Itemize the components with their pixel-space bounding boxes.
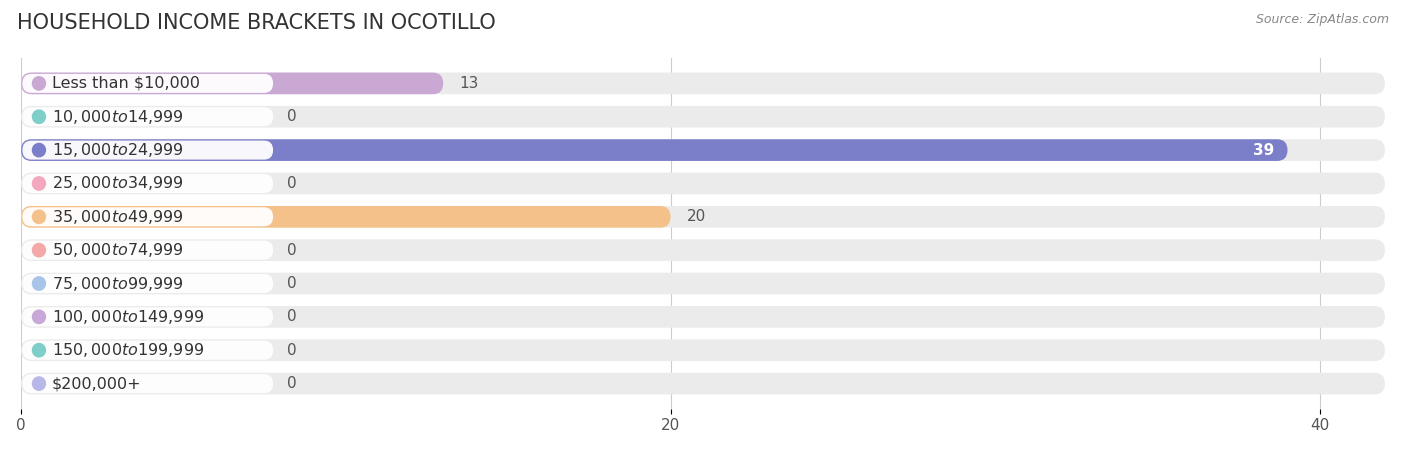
Circle shape xyxy=(32,243,45,257)
Text: $150,000 to $199,999: $150,000 to $199,999 xyxy=(52,341,204,359)
Circle shape xyxy=(32,343,45,357)
Circle shape xyxy=(32,310,45,324)
Text: 13: 13 xyxy=(460,76,479,91)
Text: $15,000 to $24,999: $15,000 to $24,999 xyxy=(52,141,184,159)
Text: 0: 0 xyxy=(287,176,297,191)
Text: Source: ZipAtlas.com: Source: ZipAtlas.com xyxy=(1256,13,1389,26)
Text: $200,000+: $200,000+ xyxy=(52,376,142,391)
Text: $100,000 to $149,999: $100,000 to $149,999 xyxy=(52,308,204,326)
FancyBboxPatch shape xyxy=(21,239,1385,261)
FancyBboxPatch shape xyxy=(21,73,443,94)
FancyBboxPatch shape xyxy=(22,374,273,393)
FancyBboxPatch shape xyxy=(21,106,1385,128)
Text: $35,000 to $49,999: $35,000 to $49,999 xyxy=(52,208,184,226)
Circle shape xyxy=(32,77,45,90)
Text: $75,000 to $99,999: $75,000 to $99,999 xyxy=(52,274,184,292)
Text: HOUSEHOLD INCOME BRACKETS IN OCOTILLO: HOUSEHOLD INCOME BRACKETS IN OCOTILLO xyxy=(17,13,496,34)
FancyBboxPatch shape xyxy=(21,373,1385,394)
FancyBboxPatch shape xyxy=(22,207,273,226)
Text: $10,000 to $14,999: $10,000 to $14,999 xyxy=(52,108,184,126)
Circle shape xyxy=(32,277,45,290)
Text: $25,000 to $34,999: $25,000 to $34,999 xyxy=(52,175,184,193)
FancyBboxPatch shape xyxy=(22,308,273,326)
Text: 0: 0 xyxy=(287,343,297,358)
FancyBboxPatch shape xyxy=(21,273,1385,295)
Circle shape xyxy=(32,110,45,123)
FancyBboxPatch shape xyxy=(21,172,1385,194)
Text: 20: 20 xyxy=(686,209,706,224)
FancyBboxPatch shape xyxy=(22,341,273,360)
Text: 0: 0 xyxy=(287,109,297,124)
Text: 0: 0 xyxy=(287,242,297,258)
FancyBboxPatch shape xyxy=(22,274,273,293)
Text: 0: 0 xyxy=(287,309,297,324)
FancyBboxPatch shape xyxy=(22,107,273,126)
FancyBboxPatch shape xyxy=(21,139,1385,161)
FancyBboxPatch shape xyxy=(21,139,1288,161)
Circle shape xyxy=(32,210,45,224)
Circle shape xyxy=(32,143,45,157)
FancyBboxPatch shape xyxy=(22,74,273,93)
FancyBboxPatch shape xyxy=(21,206,671,228)
Text: 39: 39 xyxy=(1253,143,1274,158)
Circle shape xyxy=(32,177,45,190)
Text: $50,000 to $74,999: $50,000 to $74,999 xyxy=(52,241,184,259)
Text: 0: 0 xyxy=(287,376,297,391)
FancyBboxPatch shape xyxy=(21,206,1385,228)
Text: Less than $10,000: Less than $10,000 xyxy=(52,76,200,91)
FancyBboxPatch shape xyxy=(21,306,1385,328)
FancyBboxPatch shape xyxy=(22,241,273,260)
FancyBboxPatch shape xyxy=(22,174,273,193)
FancyBboxPatch shape xyxy=(21,73,1385,94)
FancyBboxPatch shape xyxy=(22,141,273,159)
FancyBboxPatch shape xyxy=(21,339,1385,361)
Circle shape xyxy=(32,377,45,390)
Text: 0: 0 xyxy=(287,276,297,291)
